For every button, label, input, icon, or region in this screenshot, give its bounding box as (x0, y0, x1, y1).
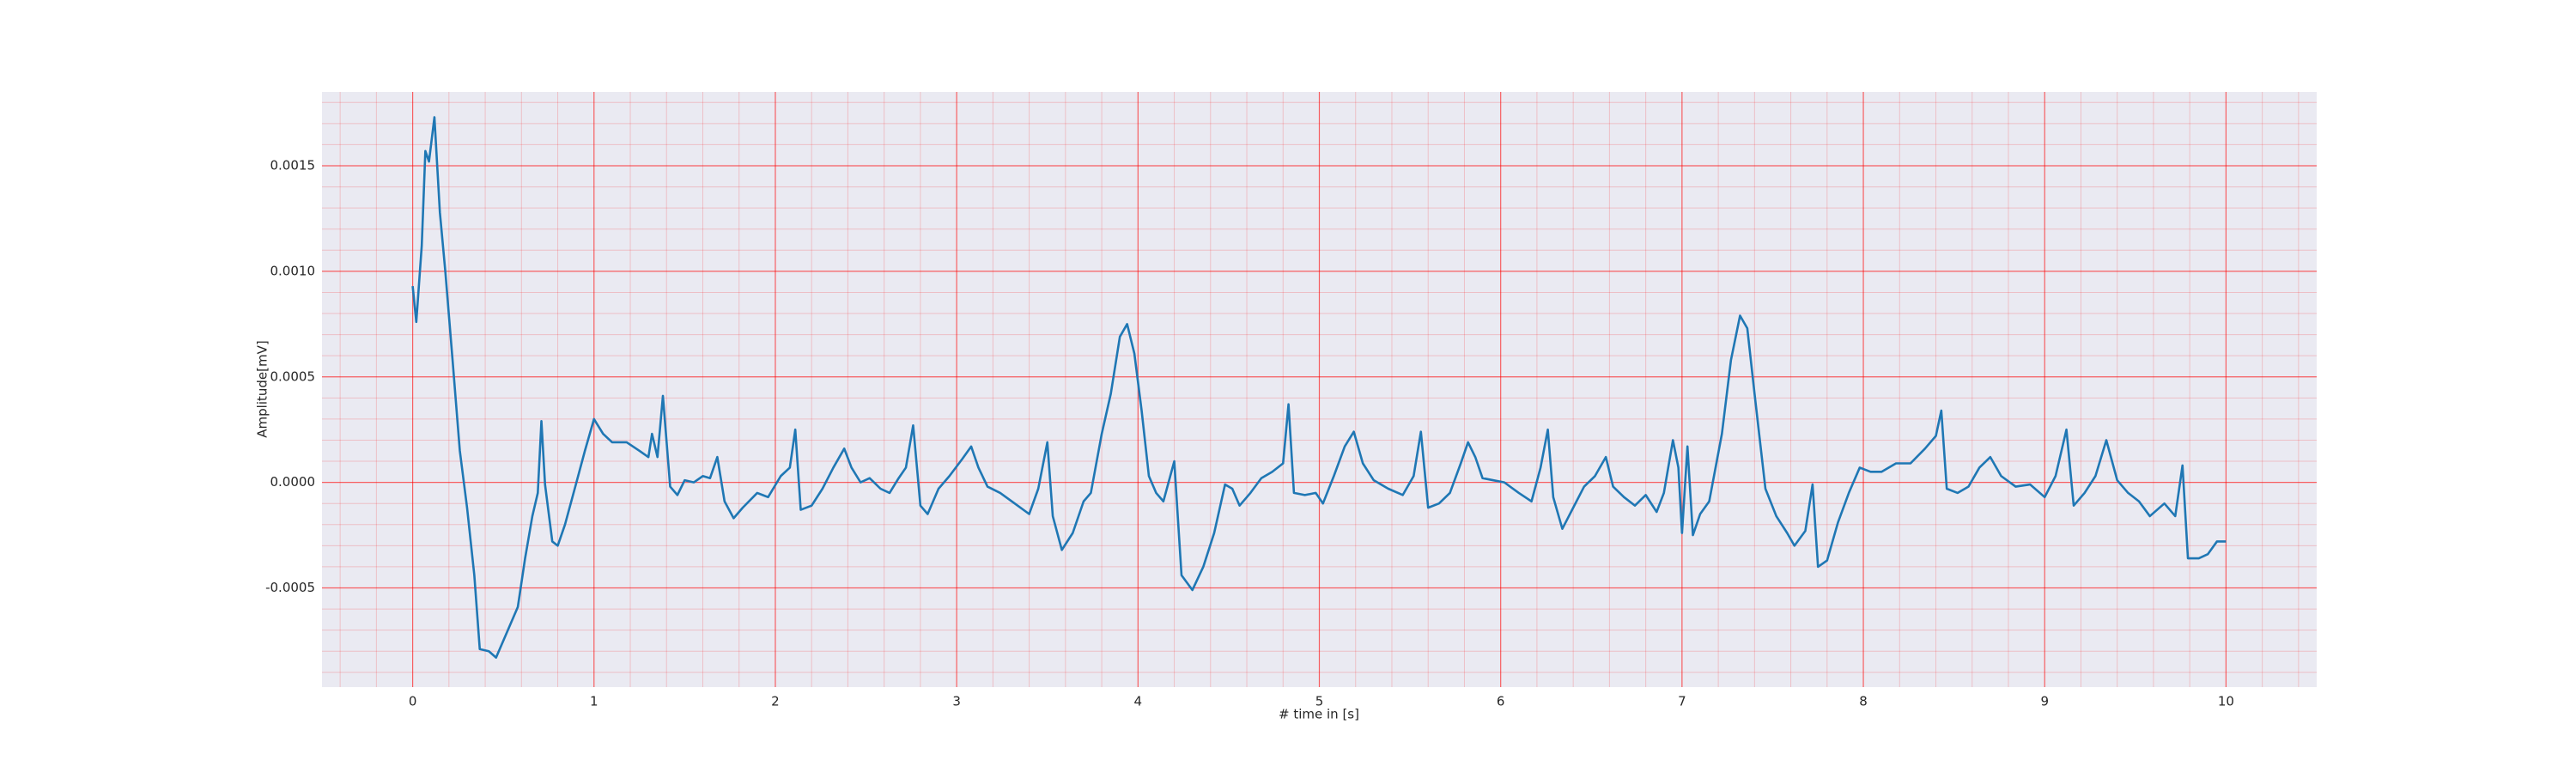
x-tick-label: 5 (1315, 694, 1324, 709)
x-tick-label: 8 (1859, 694, 1868, 709)
x-tick-label: 4 (1134, 694, 1143, 709)
x-tick-label: 2 (771, 694, 780, 709)
plot: 0 1 2 3 4 5 6 7 8 9 10 -0.0005 0.0000 0.0005 0.0010 0.0… (265, 92, 2317, 709)
y-axis-label: Amplitude[mV] (255, 340, 270, 437)
x-tick-label: 7 (1678, 694, 1686, 709)
x-tick-label: 1 (590, 694, 598, 709)
x-tick-label: 3 (952, 694, 961, 709)
x-tick-label: 0 (409, 694, 417, 709)
y-tick-label: 0.0005 (270, 368, 316, 384)
x-tick-label: 6 (1497, 694, 1505, 709)
y-tick-label: 0.0010 (270, 263, 316, 278)
data-line (411, 116, 2227, 659)
x-axis-label: # time in [s] (1279, 707, 1359, 722)
y-tick-label: 0.0000 (270, 474, 316, 490)
y-tick-label: -0.0005 (265, 580, 315, 595)
y-tick-label: 0.0015 (270, 158, 316, 173)
x-tick-label: 9 (2040, 694, 2049, 709)
x-tick-label: 10 (2218, 694, 2234, 709)
